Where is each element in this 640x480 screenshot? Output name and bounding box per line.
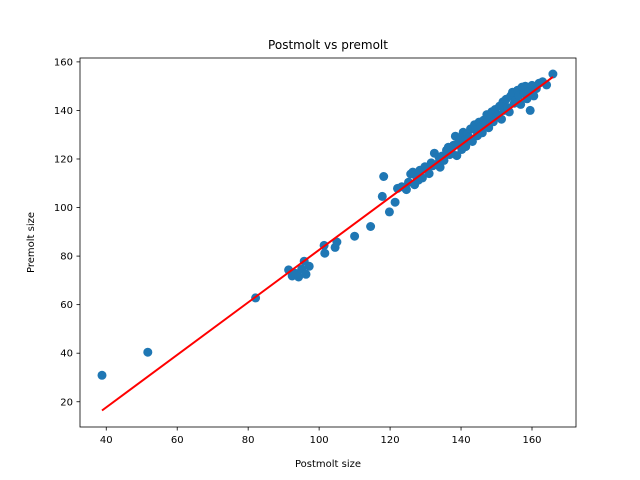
data-point xyxy=(435,162,445,172)
data-point xyxy=(350,231,360,241)
y-tick-label: 20 xyxy=(60,397,73,408)
fit-line-group xyxy=(101,76,554,412)
plot-frame xyxy=(79,57,577,428)
data-point xyxy=(301,269,311,279)
data-point xyxy=(377,191,387,201)
x-tick-label: 160 xyxy=(522,435,541,446)
y-tick-label: 100 xyxy=(54,203,73,214)
data-point xyxy=(304,261,314,271)
data-point xyxy=(525,105,535,115)
y-tick-label: 40 xyxy=(60,349,73,360)
x-tick-label: 40 xyxy=(100,435,113,446)
data-point xyxy=(548,69,558,79)
chart-title: Postmolt vs premolt xyxy=(268,38,388,52)
x-tick-label: 100 xyxy=(310,435,329,446)
data-point xyxy=(97,370,107,380)
x-tick-label: 60 xyxy=(171,435,184,446)
y-tick-label: 140 xyxy=(54,106,73,117)
data-point xyxy=(384,207,394,217)
x-axis-ticks: 40 60 80 100 120 140 160 xyxy=(100,427,542,446)
x-axis-label: Postmolt size xyxy=(295,459,361,470)
x-tick-label: 80 xyxy=(242,435,255,446)
data-point xyxy=(390,197,400,207)
y-tick-label: 120 xyxy=(54,154,73,165)
y-tick-label: 60 xyxy=(60,300,73,311)
x-tick-label: 140 xyxy=(452,435,471,446)
data-point xyxy=(379,172,389,181)
data-point xyxy=(452,151,462,161)
x-tick-label: 120 xyxy=(381,435,400,446)
fit-line xyxy=(101,76,554,412)
y-axis-label: Premolt size xyxy=(26,212,37,273)
data-point xyxy=(320,248,330,258)
data-point xyxy=(143,347,153,357)
data-point xyxy=(366,222,376,231)
y-axis-ticks: 20 40 60 80 100 120 140 160 xyxy=(54,57,80,408)
y-tick-label: 160 xyxy=(54,57,73,68)
data-point xyxy=(294,272,304,282)
y-tick-label: 80 xyxy=(60,252,73,263)
data-point xyxy=(332,237,342,247)
